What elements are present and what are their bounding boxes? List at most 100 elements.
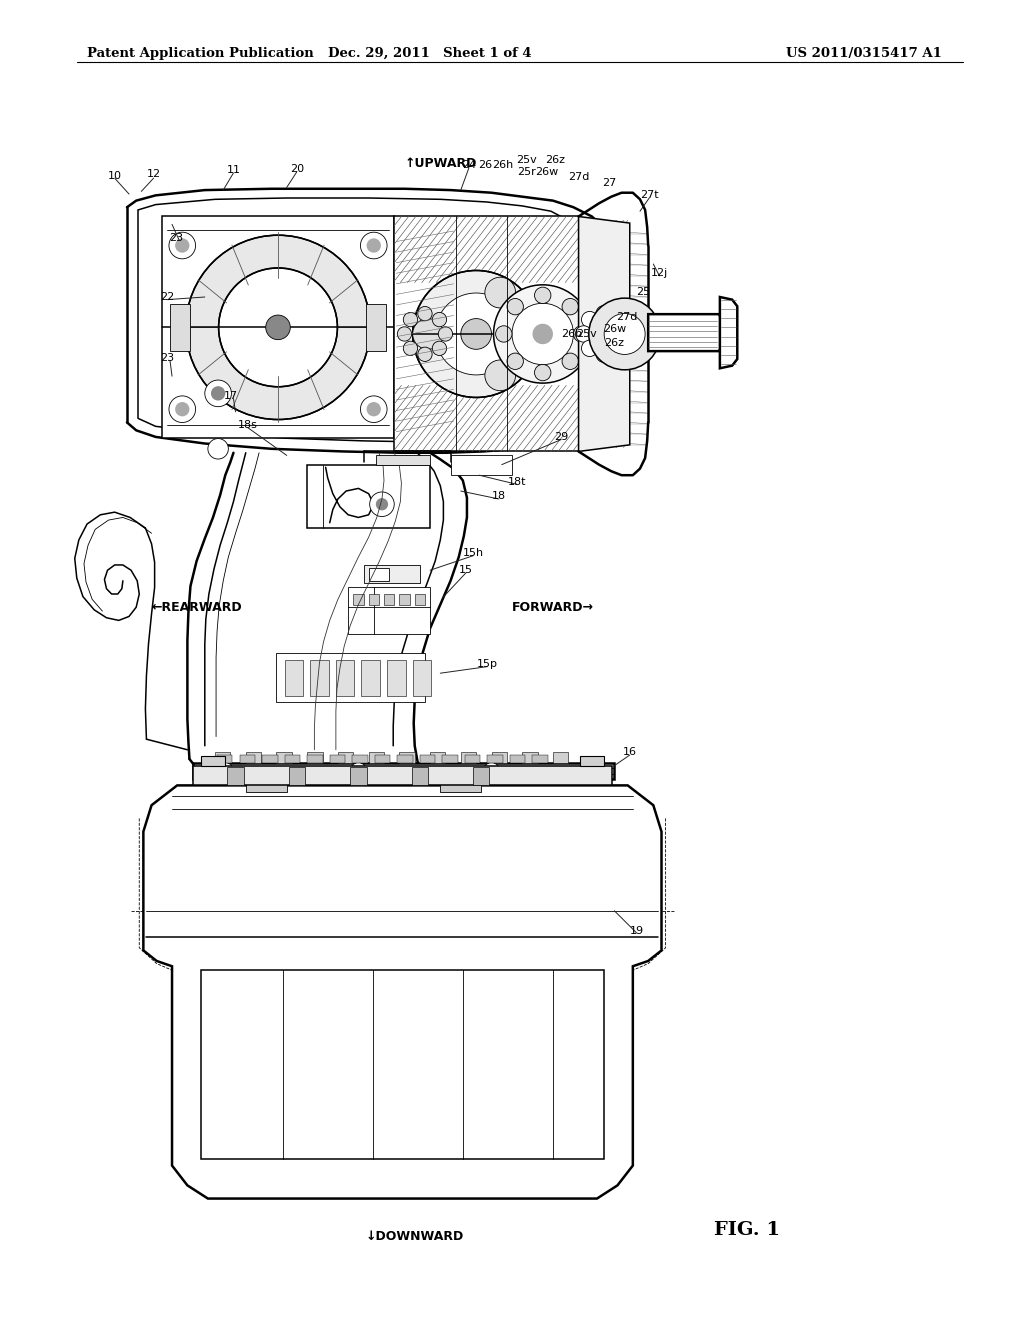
Polygon shape bbox=[276, 653, 425, 702]
Text: 25v: 25v bbox=[577, 329, 597, 339]
Circle shape bbox=[175, 239, 189, 252]
Polygon shape bbox=[387, 660, 406, 696]
Polygon shape bbox=[201, 970, 604, 1159]
Text: 10: 10 bbox=[108, 170, 122, 181]
Polygon shape bbox=[240, 755, 255, 763]
Polygon shape bbox=[193, 763, 614, 779]
Polygon shape bbox=[285, 755, 300, 763]
Text: 26z: 26z bbox=[604, 338, 625, 348]
Circle shape bbox=[494, 285, 592, 383]
Text: 19: 19 bbox=[630, 925, 644, 936]
Circle shape bbox=[403, 313, 418, 327]
Polygon shape bbox=[352, 755, 368, 763]
Circle shape bbox=[438, 327, 453, 341]
Circle shape bbox=[535, 364, 551, 380]
Polygon shape bbox=[217, 755, 232, 763]
Text: 12: 12 bbox=[146, 169, 161, 180]
Polygon shape bbox=[348, 587, 430, 634]
Polygon shape bbox=[415, 594, 425, 605]
Text: 18t: 18t bbox=[508, 477, 526, 487]
Circle shape bbox=[418, 347, 432, 362]
Text: 23: 23 bbox=[160, 352, 174, 363]
Circle shape bbox=[418, 306, 432, 321]
Circle shape bbox=[461, 318, 492, 350]
Polygon shape bbox=[215, 752, 230, 763]
Polygon shape bbox=[492, 752, 507, 763]
Polygon shape bbox=[465, 755, 480, 763]
Text: 25r: 25r bbox=[517, 166, 536, 177]
Polygon shape bbox=[375, 755, 390, 763]
Polygon shape bbox=[336, 660, 354, 696]
Text: 25: 25 bbox=[636, 286, 650, 297]
Polygon shape bbox=[285, 660, 303, 696]
Circle shape bbox=[370, 492, 394, 516]
Circle shape bbox=[435, 293, 517, 375]
Polygon shape bbox=[366, 304, 386, 351]
Text: 25v: 25v bbox=[516, 154, 537, 165]
Text: 15h: 15h bbox=[463, 548, 483, 558]
Polygon shape bbox=[289, 767, 305, 785]
Circle shape bbox=[575, 326, 592, 342]
Circle shape bbox=[217, 763, 233, 779]
Circle shape bbox=[604, 313, 645, 355]
Text: 26: 26 bbox=[478, 160, 493, 170]
Text: 26h: 26h bbox=[493, 160, 513, 170]
Circle shape bbox=[610, 341, 627, 356]
Polygon shape bbox=[532, 755, 548, 763]
Polygon shape bbox=[384, 594, 394, 605]
Text: 27d: 27d bbox=[568, 172, 589, 182]
Circle shape bbox=[562, 298, 579, 315]
Circle shape bbox=[350, 763, 367, 779]
Polygon shape bbox=[394, 385, 579, 451]
Polygon shape bbox=[442, 755, 458, 763]
Polygon shape bbox=[451, 455, 512, 475]
Text: ↑UPWARD: ↑UPWARD bbox=[404, 157, 476, 170]
Text: 15p: 15p bbox=[477, 659, 498, 669]
Polygon shape bbox=[580, 756, 604, 766]
Text: 20: 20 bbox=[290, 164, 304, 174]
Polygon shape bbox=[394, 216, 579, 451]
Polygon shape bbox=[522, 752, 538, 763]
Circle shape bbox=[205, 380, 231, 407]
Polygon shape bbox=[143, 785, 662, 1199]
Polygon shape bbox=[262, 755, 278, 763]
Circle shape bbox=[610, 312, 627, 327]
Circle shape bbox=[169, 232, 196, 259]
Circle shape bbox=[589, 298, 660, 370]
Polygon shape bbox=[276, 752, 292, 763]
Polygon shape bbox=[369, 594, 379, 605]
Circle shape bbox=[483, 763, 500, 779]
Circle shape bbox=[360, 232, 387, 259]
Circle shape bbox=[403, 341, 418, 355]
Polygon shape bbox=[397, 755, 413, 763]
Polygon shape bbox=[510, 755, 525, 763]
Circle shape bbox=[211, 387, 225, 400]
Polygon shape bbox=[394, 216, 579, 282]
Polygon shape bbox=[307, 465, 430, 528]
Polygon shape bbox=[412, 767, 428, 785]
Circle shape bbox=[535, 288, 551, 304]
Text: 17: 17 bbox=[223, 391, 238, 401]
Circle shape bbox=[596, 305, 612, 322]
Polygon shape bbox=[330, 755, 345, 763]
Polygon shape bbox=[364, 565, 420, 583]
Circle shape bbox=[582, 312, 598, 327]
Text: US 2011/0315417 A1: US 2011/0315417 A1 bbox=[786, 48, 942, 59]
Polygon shape bbox=[338, 752, 353, 763]
Text: 16: 16 bbox=[623, 747, 637, 758]
Circle shape bbox=[507, 352, 523, 370]
Text: Patent Application Publication: Patent Application Publication bbox=[87, 48, 313, 59]
Polygon shape bbox=[579, 216, 630, 451]
Circle shape bbox=[413, 318, 443, 350]
Circle shape bbox=[616, 326, 633, 342]
Circle shape bbox=[532, 323, 553, 345]
Text: 27: 27 bbox=[602, 178, 616, 189]
Polygon shape bbox=[376, 455, 430, 465]
Circle shape bbox=[219, 268, 338, 387]
Polygon shape bbox=[246, 779, 287, 792]
Polygon shape bbox=[553, 752, 568, 763]
Polygon shape bbox=[361, 660, 380, 696]
Circle shape bbox=[581, 763, 597, 779]
Circle shape bbox=[573, 326, 590, 342]
Text: 12j: 12j bbox=[651, 268, 668, 279]
